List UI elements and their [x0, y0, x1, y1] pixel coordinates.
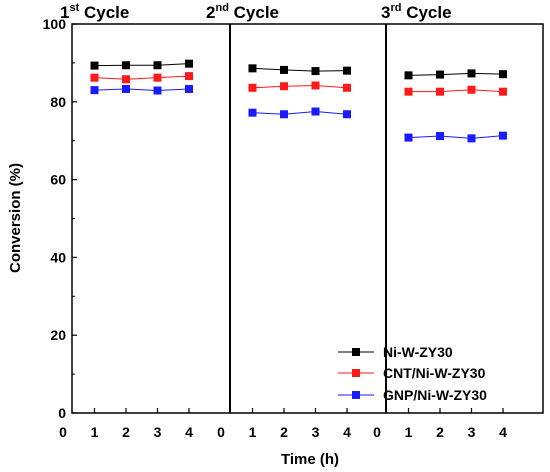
data-point [153, 73, 162, 82]
data-point [436, 132, 444, 141]
data-point [90, 86, 99, 95]
cycle-title: 1st Cycle [60, 2, 129, 22]
y-tick-label: 20 [50, 327, 66, 343]
x-tick-label: 1 [405, 424, 413, 440]
data-point [185, 59, 193, 68]
data-point [436, 70, 444, 79]
x-tick-label: 3 [312, 424, 320, 440]
x-tick-label: 3 [468, 424, 476, 440]
x-tick-label: 4 [499, 424, 507, 440]
legend-marker [352, 391, 360, 399]
series-line [94, 75, 190, 80]
data-point [90, 73, 99, 82]
data-point [467, 69, 476, 78]
data-point [122, 75, 130, 84]
x-tick-label: 0 [59, 424, 67, 440]
data-point [436, 87, 444, 96]
y-tick-label: 100 [43, 16, 67, 32]
data-point [153, 86, 162, 95]
y-axis: 0 20 40 60 80 100 [43, 16, 77, 421]
series-line [408, 72, 504, 76]
data-point [280, 110, 288, 119]
x-axis-label: Time (h) [281, 451, 339, 468]
series-line [252, 67, 348, 72]
data-point [499, 87, 507, 96]
legend-label: CNT/Ni-W-ZY30 [383, 365, 486, 381]
y-tick-label: 40 [50, 249, 66, 265]
plot-frame [71, 23, 544, 414]
data-point [404, 133, 413, 142]
data-point [153, 61, 162, 70]
x-tick-label: 2 [436, 424, 444, 440]
x-tick-label: 1 [249, 424, 257, 440]
plot-border [71, 23, 544, 414]
series-line [408, 135, 504, 139]
cycle-title: 2nd Cycle [206, 2, 279, 22]
data-point [122, 84, 130, 93]
series-line [252, 84, 348, 89]
series-line [252, 111, 348, 115]
legend-marker [352, 348, 360, 356]
data-point [248, 108, 257, 117]
x-tick-label: 0 [373, 424, 381, 440]
data-point [280, 82, 288, 91]
x-tick-label: 2 [280, 424, 288, 440]
data-point [499, 70, 507, 79]
data-series [90, 59, 507, 143]
data-point [248, 83, 257, 92]
y-tick-label: 0 [58, 405, 66, 421]
legend-label: Ni-W-ZY30 [383, 344, 453, 360]
data-point [248, 64, 257, 73]
data-point [280, 65, 288, 74]
data-point [343, 83, 351, 92]
data-point [185, 84, 193, 93]
x-tick-label: 0 [217, 424, 225, 440]
legend-marker [352, 369, 360, 377]
x-tick-label: 2 [122, 424, 130, 440]
data-point [90, 61, 99, 70]
cycle-titles: 1st Cycle 2nd Cycle 3rd Cycle [60, 2, 452, 22]
x-tick-label: 4 [185, 424, 193, 440]
data-point [467, 85, 476, 94]
data-point [343, 66, 351, 75]
series-line [408, 89, 504, 93]
data-point [404, 87, 413, 96]
data-point [185, 72, 193, 81]
data-point [467, 134, 476, 143]
data-point [311, 81, 320, 90]
legend-label: GNP/Ni-W-ZY30 [383, 387, 487, 403]
data-point [404, 71, 413, 80]
y-axis-label: Conversion (%) [7, 163, 24, 273]
data-point [122, 61, 130, 70]
data-point [343, 110, 351, 119]
x-axis: 0 1 2 3 4 0 1 2 3 4 0 1 2 3 4 [59, 408, 507, 440]
data-point [311, 107, 320, 116]
y-tick-label: 60 [50, 172, 66, 188]
x-tick-label: 3 [154, 424, 162, 440]
legend: Ni-W-ZY30 CNT/Ni-W-ZY30 GNP/Ni-W-ZY30 [338, 344, 487, 403]
y-tick-label: 80 [50, 94, 66, 110]
data-point [499, 131, 507, 140]
x-tick-label: 1 [91, 424, 99, 440]
series-line [94, 63, 190, 67]
data-point [311, 67, 320, 76]
cycle-title: 3rd Cycle [381, 2, 452, 22]
x-tick-label: 4 [343, 424, 351, 440]
series-line [94, 88, 190, 92]
